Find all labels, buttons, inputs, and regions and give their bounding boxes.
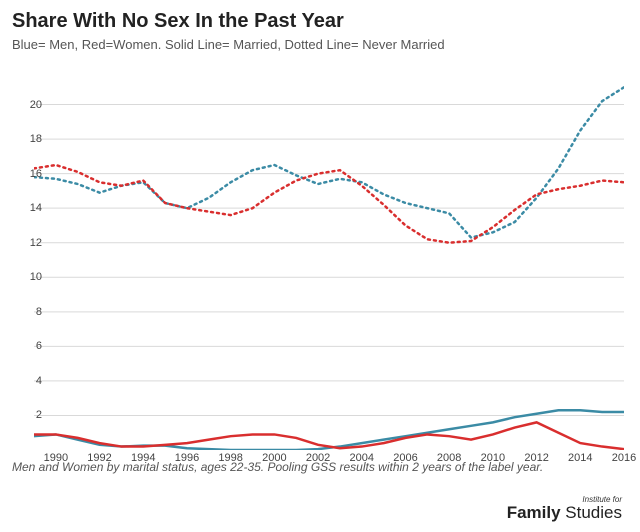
y-tick-label: 18 [12,133,42,145]
y-tick-label: 4 [12,375,42,387]
y-tick-label: 8 [12,306,42,318]
series-women_never_married [34,165,624,243]
y-tick-label: 20 [12,99,42,111]
chart-svg [34,70,624,450]
x-tick-label: 2014 [568,452,592,464]
y-tick-label: 14 [12,202,42,214]
series-men_married [34,410,624,450]
series-men_never_married [34,87,624,237]
chart-title: Share With No Sex In the Past Year [0,0,640,37]
y-tick-label: 6 [12,340,42,352]
y-tick-label: 2 [12,409,42,421]
y-tick-label: 16 [12,168,42,180]
chart-subtitle: Blue= Men, Red=Women. Solid Line= Marrie… [0,37,640,60]
chart-footnote: Men and Women by marital status, ages 22… [12,460,543,474]
chart-container: Share With No Sex In the Past Year Blue=… [0,0,640,532]
brand-logo: Institute for Family Studies [507,496,622,522]
x-tick-label: 2016 [612,452,636,464]
chart-plot-area [34,70,624,450]
brand-big-text: Family Studies [507,503,622,522]
y-tick-label: 10 [12,271,42,283]
y-tick-label: 12 [12,237,42,249]
series-women_married [34,422,624,449]
